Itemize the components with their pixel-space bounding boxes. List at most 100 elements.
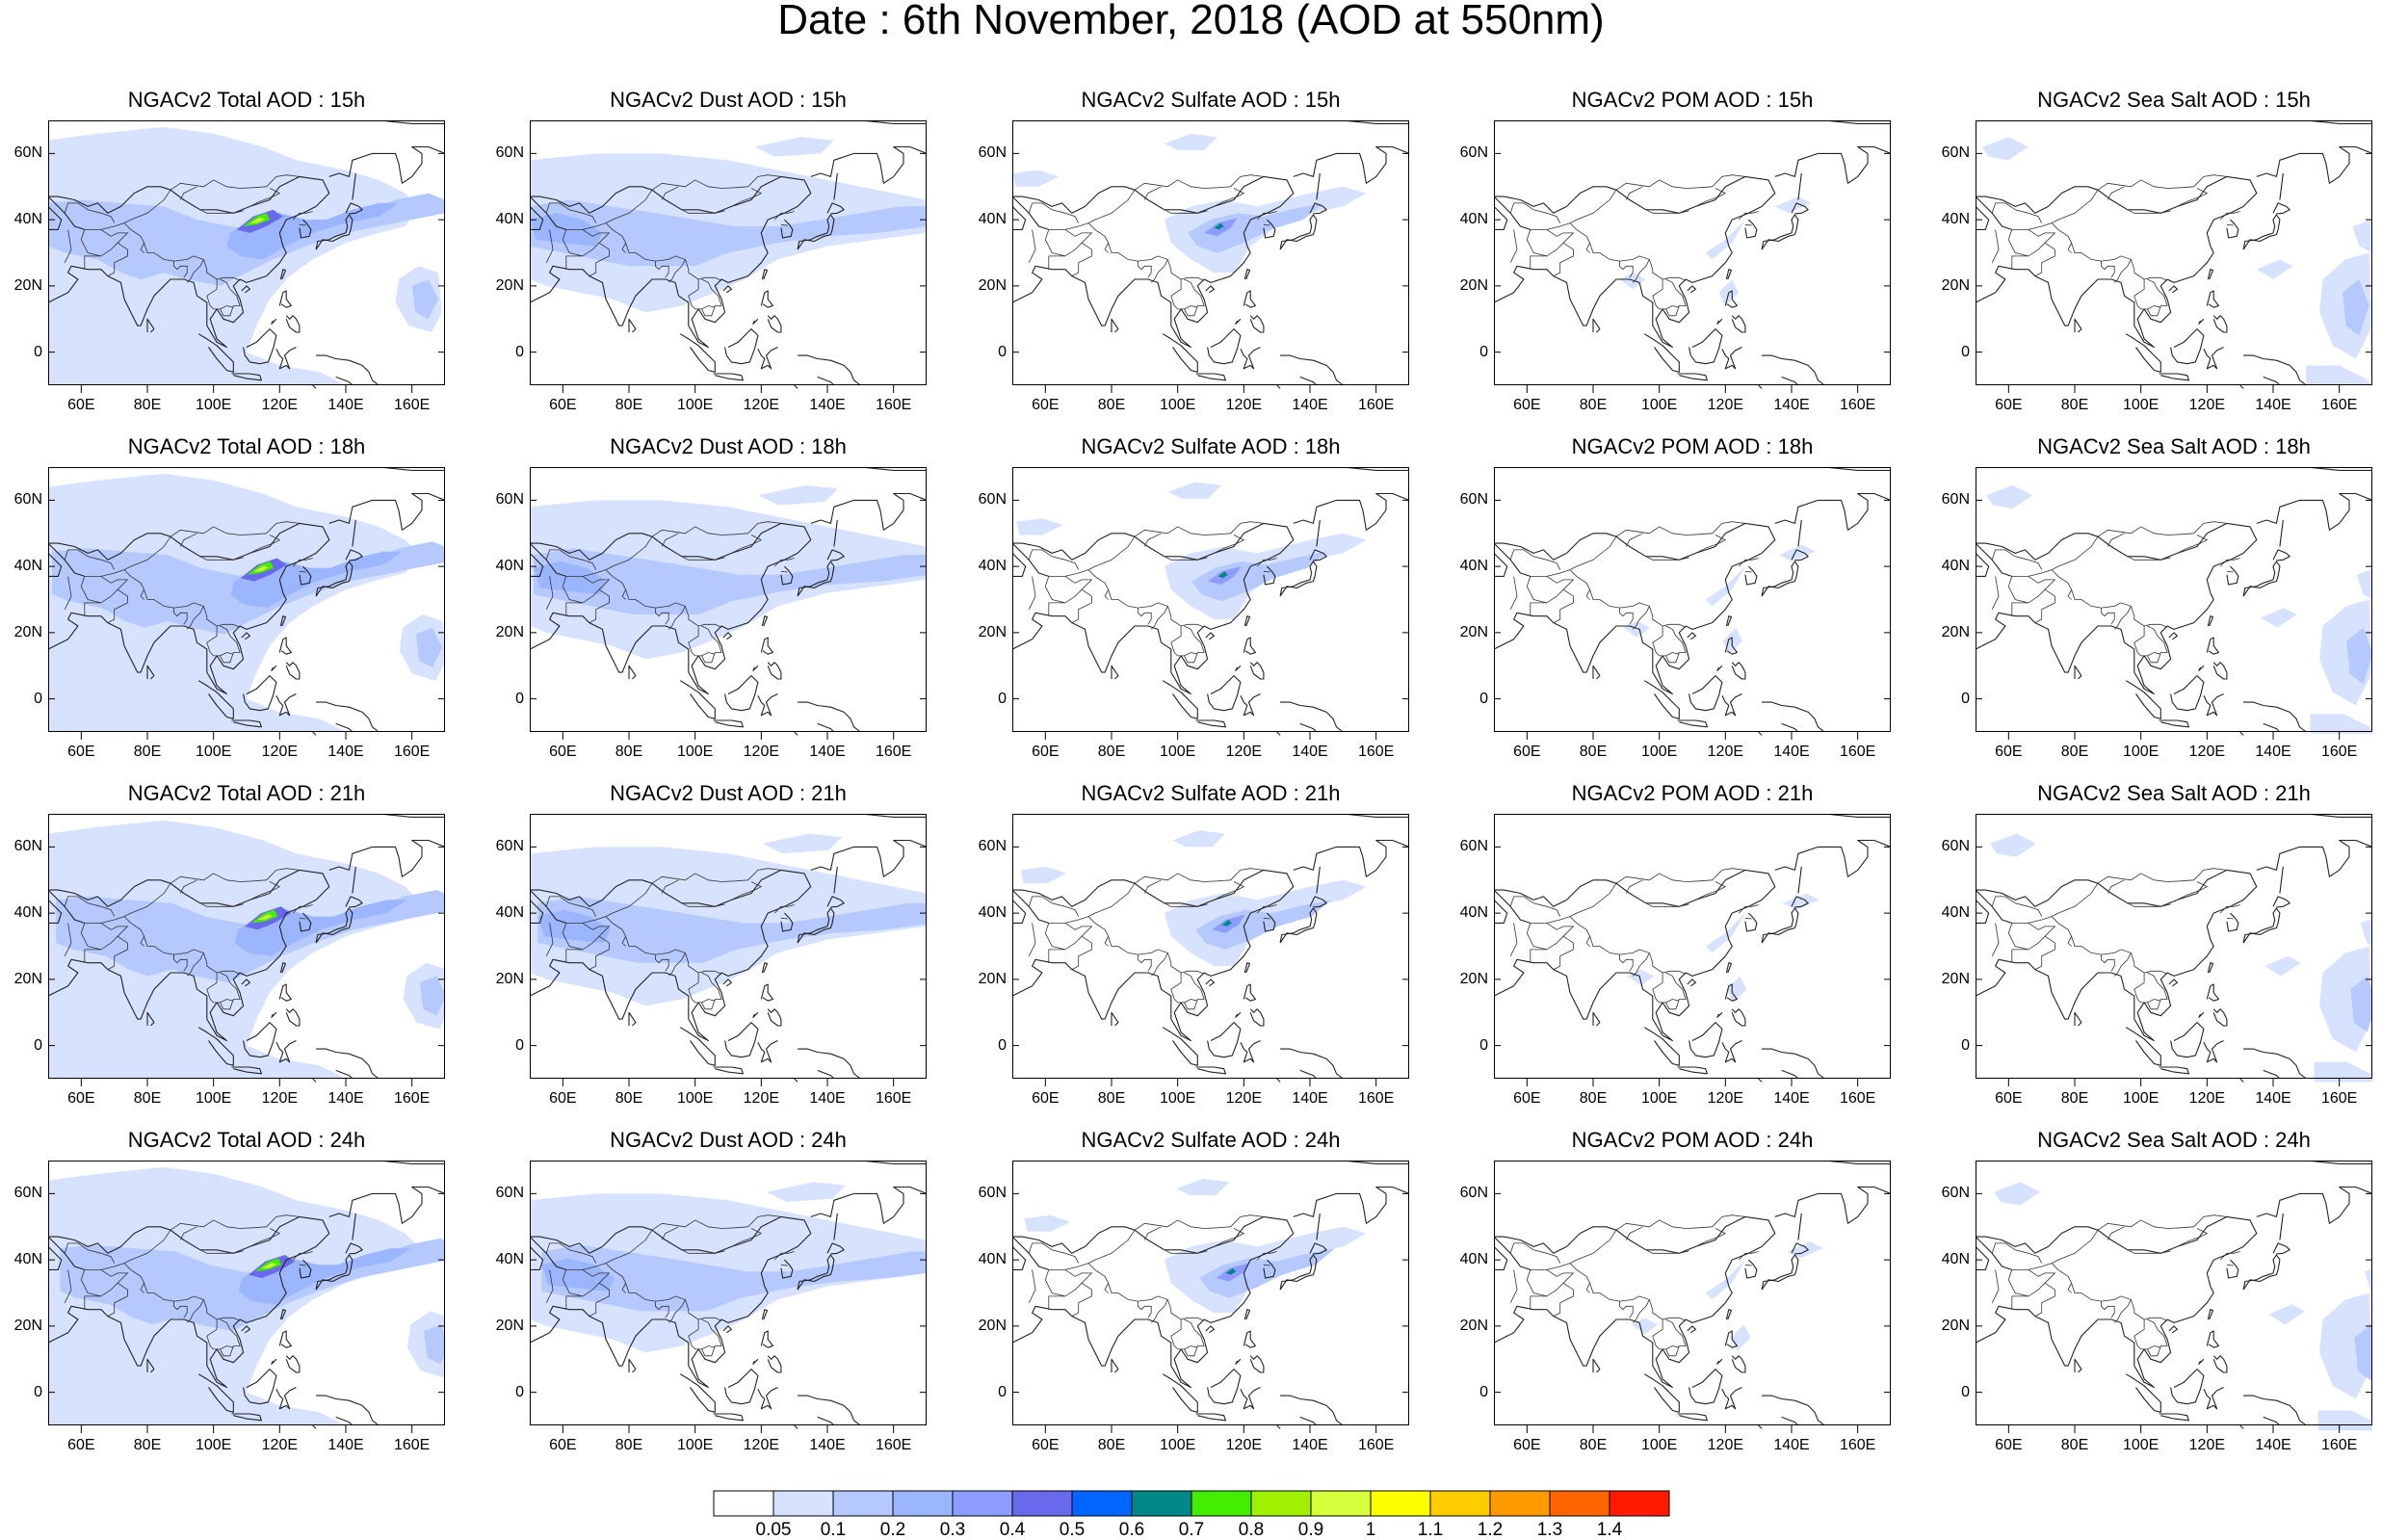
lat-tick-label: 40N	[1459, 558, 1488, 575]
lon-tick-label: 140E	[327, 1437, 364, 1453]
lon-tick-label: 160E	[393, 744, 431, 760]
map-panel	[530, 467, 927, 740]
panel-title: NGACv2 Total AOD : 15h	[127, 88, 366, 112]
country-border	[2219, 211, 2240, 221]
coastline	[1761, 1254, 1799, 1291]
country-border	[1263, 570, 1270, 573]
map-frame	[1012, 1161, 1409, 1425]
coastline	[285, 315, 301, 333]
lon-tick-label: 80E	[1579, 397, 1608, 413]
coastline	[1316, 1213, 1321, 1240]
country-border	[545, 923, 554, 956]
coastline	[1111, 318, 1119, 333]
map-panel	[530, 814, 927, 1086]
coastline	[628, 665, 637, 680]
lon-tick-label: 80E	[1097, 1437, 1126, 1453]
coastline	[1240, 1040, 1261, 1063]
coastline	[352, 172, 356, 200]
coastline	[1976, 1236, 2012, 1270]
coastline	[1279, 907, 1318, 944]
coastline	[1677, 1413, 1708, 1422]
country-border	[1738, 904, 1759, 914]
coastline	[1111, 665, 1119, 680]
country-border	[1256, 904, 1277, 914]
country-border	[1071, 242, 1092, 276]
country-border	[1256, 558, 1277, 567]
aod-contour	[1191, 551, 1327, 602]
coastline	[275, 1387, 297, 1410]
lon-tick-label: 60E	[549, 1090, 577, 1107]
country-border	[2226, 223, 2234, 226]
country-border	[1632, 1299, 1650, 1323]
aod-contour	[1986, 484, 2033, 509]
coastlines	[1012, 814, 1409, 1083]
country-border	[2147, 1345, 2161, 1350]
country-border	[1695, 881, 1727, 901]
coastline	[679, 680, 716, 719]
lat-tick-label: 0	[998, 1036, 1007, 1054]
lon-tick-label: 160E	[1357, 1437, 1395, 1453]
coastline	[817, 1069, 835, 1080]
country-border	[545, 1242, 597, 1264]
country-border	[1048, 189, 1136, 230]
country-border	[2051, 916, 2168, 975]
aod-contour	[1705, 566, 1745, 607]
lat-tick-label: 20N	[495, 970, 524, 987]
coastline	[713, 1066, 744, 1075]
coastline	[1343, 1161, 1409, 1164]
coastline	[794, 731, 798, 736]
lat-tick-label: 0	[515, 343, 524, 360]
coastline	[271, 665, 277, 671]
country-border	[64, 549, 116, 570]
coastline	[724, 675, 759, 712]
coastline	[798, 354, 861, 386]
lon-tick-label: 80E	[133, 1090, 162, 1107]
coastline	[279, 615, 287, 627]
country-border	[1526, 229, 1547, 257]
country-border	[661, 879, 679, 894]
country-border	[2107, 186, 2125, 200]
coastline	[1731, 1355, 1746, 1373]
country-border	[1184, 652, 1198, 657]
country-border	[1087, 569, 1205, 628]
coastline	[761, 1309, 769, 1320]
colorbar-label: 0.5	[1059, 1520, 1086, 1540]
coastline	[312, 731, 317, 736]
country-border	[688, 278, 722, 317]
coastline	[1293, 492, 1409, 531]
map-frame	[48, 814, 445, 1079]
coastline	[316, 1395, 380, 1426]
coastline	[798, 1395, 861, 1426]
colorbar-label: 1.2	[1477, 1520, 1504, 1540]
lat-tick-label: 0	[515, 1383, 524, 1400]
country-border	[1665, 999, 1680, 1004]
country-border	[206, 972, 241, 1010]
coastline	[1716, 1011, 1723, 1018]
lon-tick-label: 140E	[327, 1090, 364, 1107]
coastline	[1243, 1309, 1251, 1320]
coastline	[1762, 354, 1825, 386]
coastline	[1758, 731, 1763, 736]
coastline	[1687, 632, 1696, 640]
coastline	[2239, 1424, 2244, 1429]
coastline	[1762, 1048, 1825, 1080]
coastline	[2242, 561, 2281, 597]
coastline	[197, 333, 234, 373]
country-border	[2127, 209, 2171, 214]
coastline	[2272, 549, 2290, 561]
coastline	[1774, 839, 1891, 877]
lon-tick-label: 100E	[1640, 397, 1678, 413]
coastline	[1791, 1242, 1809, 1255]
coastline	[2242, 907, 2281, 944]
coastline	[1249, 1008, 1265, 1027]
coastline	[1343, 467, 1409, 471]
country-border	[2007, 576, 2029, 604]
lon-tick-label: 120E	[1225, 744, 1263, 760]
country-border	[667, 259, 686, 283]
coastline	[1279, 214, 1318, 250]
coastline	[2239, 731, 2244, 736]
coastline	[1276, 1078, 1281, 1083]
coastline	[2207, 1309, 2214, 1320]
country-border	[545, 202, 597, 223]
country-border	[1134, 868, 1264, 884]
